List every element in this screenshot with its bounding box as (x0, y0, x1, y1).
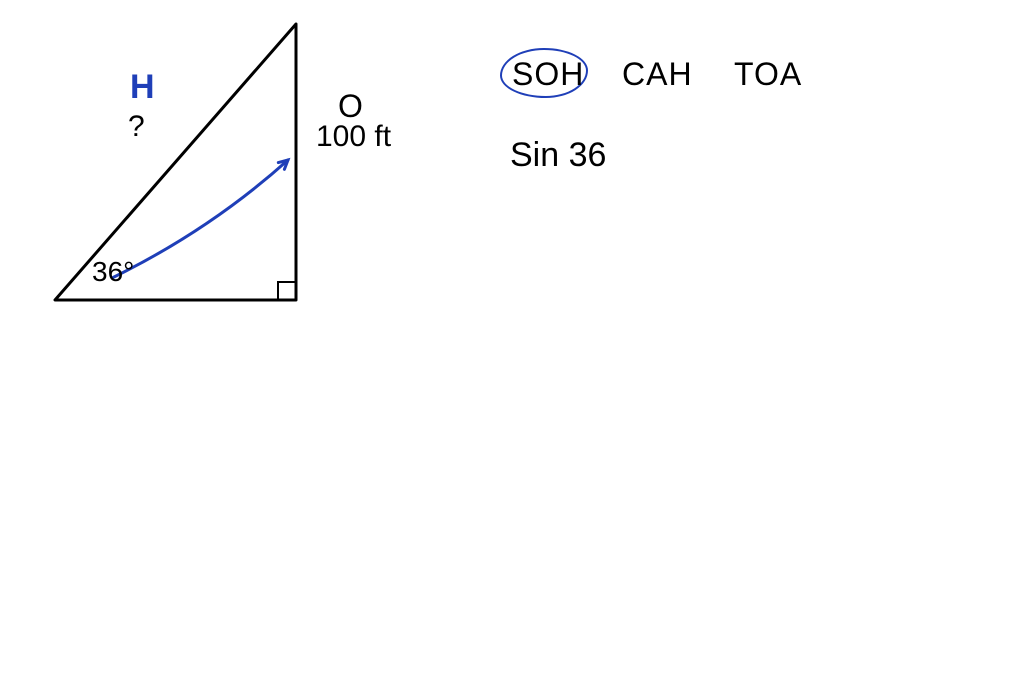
mnemonic-toa: TOA (734, 58, 802, 90)
hypotenuse-label-H: H (130, 70, 155, 104)
work-sin36: Sin 36 (510, 138, 606, 172)
right-angle-marker (278, 282, 296, 300)
angle-arrow (112, 160, 288, 278)
whiteboard-canvas: H ? O 100 ft 36° SOH CAH TOA Sin 36 (0, 0, 1024, 688)
opposite-label-O: O (338, 90, 363, 122)
angle-36: 36° (92, 258, 134, 286)
mnemonic-cah: CAH (622, 58, 693, 90)
mnemonic-soh: SOH (512, 58, 584, 90)
hypotenuse-unknown-question: ? (128, 112, 145, 142)
opposite-value: 100 ft (316, 122, 391, 152)
